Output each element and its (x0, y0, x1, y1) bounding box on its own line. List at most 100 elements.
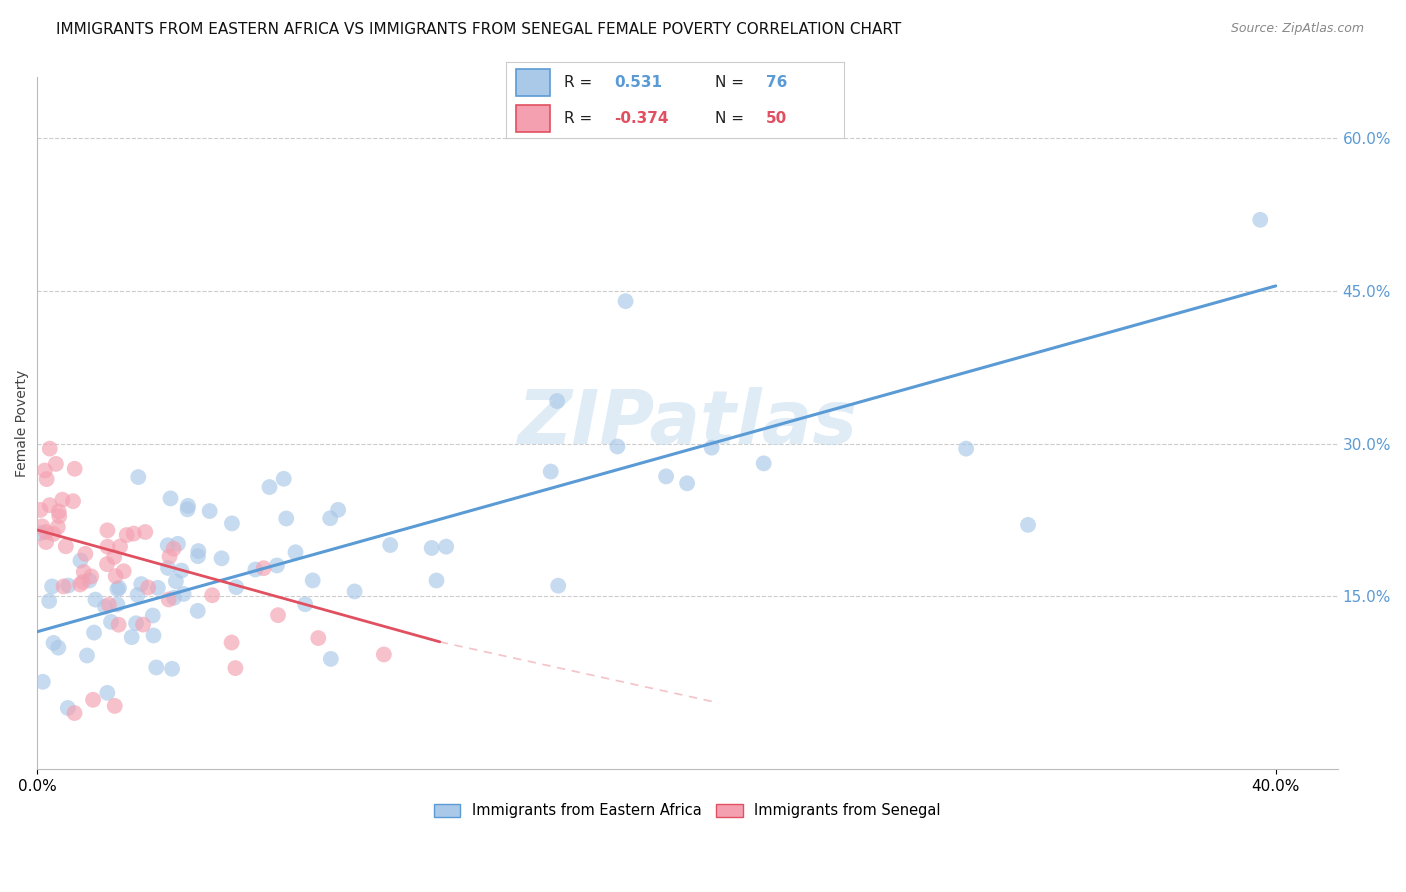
Point (96, 557, 118, 571)
Point (176, 502, 198, 516)
Point (104, 698, 127, 713)
Point (187, 544, 209, 558)
Point (31, 674, 53, 689)
Point (125, 616, 148, 631)
Point (121, 630, 143, 644)
Point (225, 580, 247, 594)
Point (547, 579, 569, 593)
Point (170, 564, 193, 578)
Legend: Immigrants from Eastern Africa, Immigrants from Senegal: Immigrants from Eastern Africa, Immigran… (429, 797, 946, 824)
Point (52, 579, 75, 593)
Point (1017, 517, 1039, 532)
Point (221, 516, 243, 531)
Point (134, 524, 156, 539)
Point (167, 537, 190, 551)
Text: 0.531: 0.531 (614, 75, 662, 90)
Point (100, 615, 122, 629)
Point (62, 494, 84, 508)
Point (96, 540, 118, 554)
Point (41, 579, 63, 593)
Text: N =: N = (716, 75, 744, 90)
Point (45, 457, 67, 471)
Point (319, 511, 342, 525)
Point (606, 440, 628, 454)
Point (177, 499, 200, 513)
Point (112, 564, 135, 578)
Point (42, 527, 65, 541)
Point (83, 625, 105, 640)
Point (69, 553, 91, 567)
Point (75, 547, 97, 561)
Point (160, 662, 183, 676)
Text: IMMIGRANTS FROM EASTERN AFRICA VS IMMIGRANTS FROM SENEGAL FEMALE POVERTY CORRELA: IMMIGRANTS FROM EASTERN AFRICA VS IMMIGR… (56, 22, 901, 37)
Point (187, 604, 209, 618)
Point (46, 640, 69, 655)
Point (1249, 212, 1271, 227)
Point (221, 635, 243, 649)
Point (136, 581, 159, 595)
Point (129, 577, 152, 591)
Point (30, 503, 52, 517)
Point (434, 540, 457, 554)
Point (34, 463, 56, 477)
Point (157, 592, 180, 607)
Point (63, 462, 86, 476)
Point (122, 526, 145, 541)
Point (162, 541, 184, 556)
Point (84, 592, 107, 607)
FancyBboxPatch shape (516, 69, 550, 95)
Point (115, 528, 138, 542)
Point (108, 581, 131, 595)
Point (540, 465, 562, 479)
Point (420, 541, 443, 555)
Point (307, 631, 329, 645)
Text: R =: R = (564, 75, 592, 90)
Point (51, 492, 73, 507)
Point (30, 526, 52, 541)
Point (105, 582, 128, 596)
Point (159, 549, 181, 564)
Point (108, 540, 131, 554)
Point (326, 503, 349, 517)
Point (614, 294, 637, 309)
Point (42, 636, 65, 650)
Point (201, 588, 224, 602)
Point (31, 519, 53, 533)
Point (301, 574, 323, 588)
Point (72, 574, 94, 589)
Point (319, 652, 342, 666)
Point (48, 504, 70, 518)
Point (46, 520, 69, 534)
Point (259, 480, 281, 494)
Text: Source: ZipAtlas.com: Source: ZipAtlas.com (1230, 22, 1364, 36)
Text: -0.374: -0.374 (614, 111, 669, 126)
Point (38, 594, 60, 608)
Point (105, 598, 128, 612)
Point (173, 587, 195, 601)
Point (96, 524, 118, 538)
Point (97, 598, 120, 612)
Point (82, 693, 104, 707)
Point (63, 706, 86, 720)
Point (425, 574, 447, 588)
Point (38, 498, 60, 512)
FancyBboxPatch shape (516, 105, 550, 132)
Point (294, 597, 316, 611)
Point (96, 686, 118, 700)
Text: 76: 76 (766, 75, 787, 90)
Point (676, 476, 699, 491)
Point (546, 394, 568, 409)
Point (35, 535, 58, 549)
Point (700, 441, 723, 455)
Point (35, 472, 58, 486)
Point (211, 551, 233, 566)
Point (187, 549, 209, 563)
Point (58, 578, 80, 592)
Point (103, 549, 125, 564)
Point (55, 539, 77, 553)
Point (79, 574, 101, 588)
Point (157, 561, 180, 575)
Point (159, 491, 181, 506)
Point (35, 524, 58, 539)
Point (132, 617, 155, 632)
